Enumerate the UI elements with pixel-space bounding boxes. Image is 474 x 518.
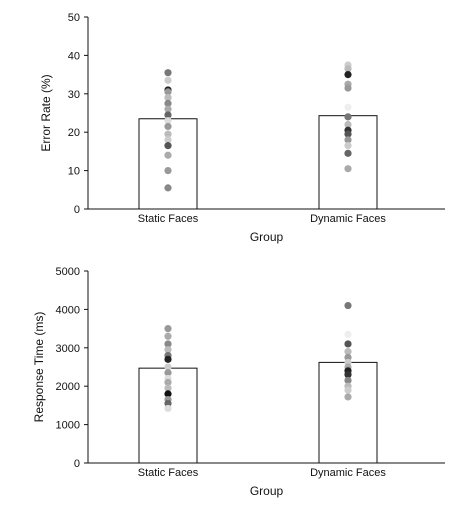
data-point [164,151,172,159]
data-point [164,69,172,77]
data-point [164,399,172,408]
y-tick-label: 0 [74,204,80,216]
x-axis-title: Group [250,484,284,498]
data-point [164,88,172,96]
data-point [164,384,172,392]
x-tick-label: Dynamic Faces [310,213,386,225]
data-point [344,149,352,157]
data-point [344,142,352,150]
y-tick-label: 0 [74,458,80,470]
data-point [164,111,172,119]
x-axis-title: Group [250,230,284,244]
y-tick-label: 50 [68,12,80,24]
data-point [164,142,172,150]
y-axis-title: Error Rate (%) [39,74,53,151]
data-point [344,353,352,361]
y-tick-label: 20 [68,127,80,139]
data-point [344,376,352,385]
data-point [344,120,352,129]
data-point [344,340,352,348]
data-point [164,325,172,333]
y-tick-label: 30 [68,89,80,101]
data-point [344,65,352,73]
y-tick-label: 1000 [56,420,80,432]
data-point [344,130,352,138]
data-point [164,167,172,175]
data-point [164,363,172,371]
y-tick-label: 40 [68,50,80,62]
data-point [344,301,352,310]
data-point [164,369,172,377]
x-tick-label: Dynamic Faces [310,467,386,479]
data-point [164,122,172,131]
data-point [344,103,352,111]
data-point [344,165,352,173]
data-point [164,105,172,113]
data-point [164,404,172,413]
data-point [344,71,352,79]
y-axis-title: Response Time (ms) [32,312,46,423]
data-point [344,84,352,92]
y-tick-label: 4000 [56,304,80,316]
data-point [164,355,172,363]
data-point [164,390,172,398]
data-point [344,330,352,338]
response-time-chart: 0 1000 2000 3000 4000 5000 Static Faces Dynamic… [32,266,445,498]
data-point [164,130,172,138]
y-tick-label: 2000 [56,381,80,393]
data-point [164,332,172,340]
data-point [164,184,172,192]
data-point [344,371,352,379]
data-point [164,99,172,107]
data-point [344,136,352,144]
y-tick-label: 10 [68,166,80,178]
data-point [164,136,172,144]
x-tick-label: Static Faces [138,213,199,225]
data-point [344,386,352,394]
data-point [164,94,172,102]
error-rate-chart: 0 10 20 30 40 50 Static Faces Dynamic Faces Grou… [39,12,445,244]
data-point [344,113,352,121]
y-tick-label: 3000 [56,343,80,355]
data-point [344,393,352,401]
data-point [164,117,172,125]
data-point [164,340,172,348]
x-tick-label: Static Faces [138,467,199,479]
data-point [344,348,352,356]
data-point [164,378,172,386]
data-point [164,346,172,354]
data-point [164,76,172,84]
y-tick-label: 5000 [56,266,80,278]
